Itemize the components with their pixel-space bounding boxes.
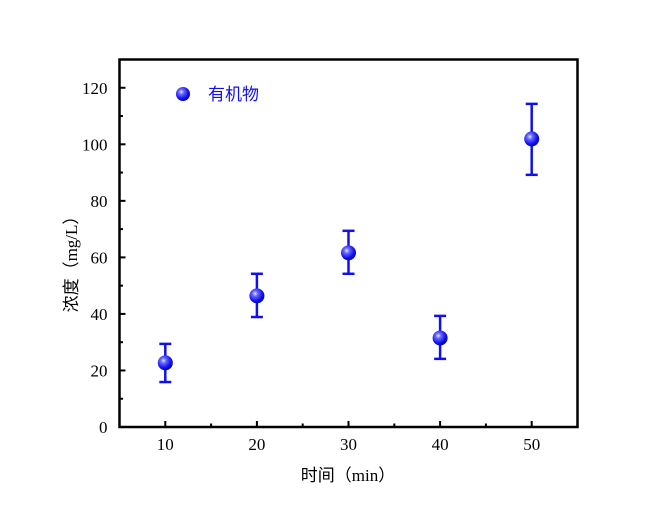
data-point (524, 102, 540, 177)
legend-marker-icon (176, 87, 190, 101)
x-tick-label: 20 (248, 435, 265, 454)
sphere-marker-icon (157, 355, 173, 371)
legend: 有机物 (176, 85, 259, 104)
x-tick-label: 50 (523, 435, 540, 454)
y-tick-label: 0 (99, 418, 108, 437)
y-tick-label: 100 (82, 135, 108, 154)
y-tick-label: 120 (82, 79, 108, 98)
data-point (249, 272, 265, 319)
sphere-marker-icon (249, 288, 265, 304)
sphere-marker-icon (524, 131, 540, 147)
legend-label: 有机物 (208, 85, 259, 104)
y-tick-label: 80 (91, 192, 108, 211)
x-tick-label: 30 (340, 435, 357, 454)
data-point (157, 342, 173, 384)
x-axis: 10 20 30 40 50 (157, 421, 540, 454)
sphere-marker-icon (341, 245, 356, 261)
data-series (157, 102, 540, 384)
x-tick-label: 40 (432, 435, 449, 454)
x-axis-label: 时间（min） (301, 466, 395, 485)
data-point (341, 229, 356, 276)
y-axis-label: 浓度（mg/L） (62, 208, 81, 313)
x-tick-label: 10 (157, 435, 174, 454)
sphere-marker-icon (432, 330, 448, 346)
y-axis: 0 20 40 60 80 100 120 (82, 79, 126, 437)
y-tick-label: 40 (91, 305, 108, 324)
y-tick-label: 60 (91, 248, 108, 267)
y-tick-label: 20 (91, 361, 108, 380)
data-point (432, 314, 448, 361)
